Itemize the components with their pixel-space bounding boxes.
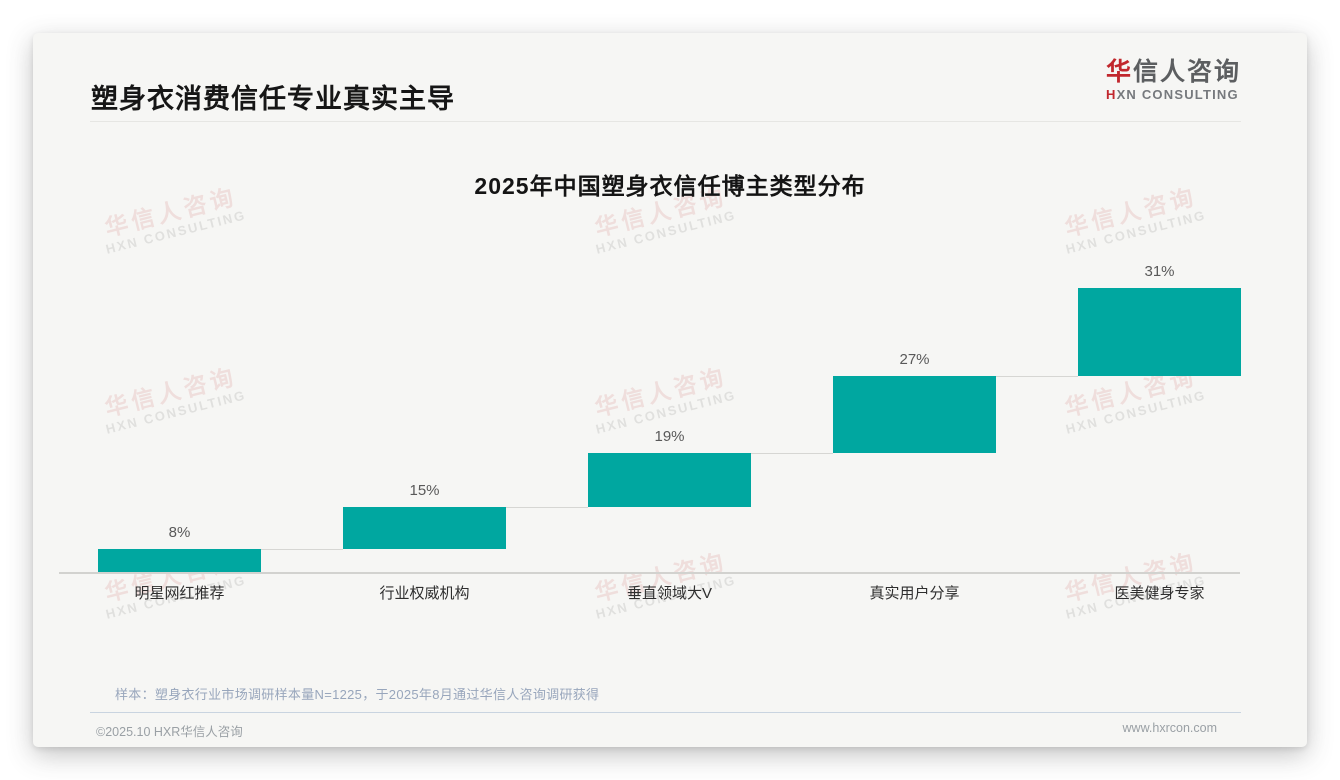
- title-divider: [90, 121, 1241, 122]
- logo-cn-rest: 信人咨询: [1132, 58, 1241, 86]
- bar-value-label: 19%: [654, 427, 685, 445]
- bar-value-label: 31%: [1144, 263, 1175, 280]
- waterfall-bar-4: [833, 376, 996, 453]
- waterfall-bar-2: [343, 506, 506, 550]
- logo-cn-first-char: 华: [1105, 58, 1133, 86]
- brand-logo: 华信人咨询 HXN CONSULTING: [1106, 57, 1241, 102]
- footer-website: www.hxrcon.com: [1122, 721, 1217, 735]
- step-connector: [996, 376, 1078, 378]
- bar-value-label: 27%: [899, 351, 930, 369]
- waterfall-bar-1: [98, 549, 261, 572]
- category-label: 真实用户分享: [869, 585, 960, 602]
- sample-note: 样本：塑身衣行业市场调研样本量N=1225，于2025年8月通过华信人咨询调研获…: [115, 687, 600, 702]
- waterfall-bar-5: [1078, 288, 1241, 377]
- waterfall-bar-3: [588, 452, 751, 507]
- logo-en-first-char: H: [1105, 87, 1117, 102]
- logo-en-rest: XN CONSULTING: [1116, 87, 1239, 102]
- waterfall-chart: 8% 明星网红推荐 15% 行业权威机构 19% 垂直领域大V 27% 真实用户分享 31% 医美…: [57, 33, 1282, 747]
- logo-chinese-name: 华信人咨询: [1106, 57, 1241, 87]
- footer-copyright: ©2025.10 HXR华信人咨询: [96, 725, 243, 739]
- report-card: 华信人咨询 HXN CONSULTING 华信人咨询 HXN CONSULTING 华信…: [33, 33, 1307, 747]
- category-label: 垂直领域大V: [626, 585, 712, 602]
- step-connector: [751, 452, 833, 454]
- x-axis-line: [59, 572, 1240, 574]
- chart-title: 2025年中国塑身衣信任博主类型分布: [474, 173, 866, 199]
- category-label: 行业权威机构: [379, 585, 470, 602]
- category-label: 明星网红推荐: [134, 585, 225, 602]
- bar-value-label: 8%: [168, 524, 191, 542]
- page-title: 塑身衣消费信任专业真实主导: [91, 84, 455, 114]
- category-label: 医美健身专家: [1114, 585, 1205, 602]
- step-connector: [506, 506, 588, 508]
- footer-divider: [90, 712, 1241, 713]
- bar-value-label: 15%: [409, 481, 440, 499]
- logo-english-name: HXN CONSULTING: [1106, 87, 1241, 102]
- step-connector: [261, 549, 343, 551]
